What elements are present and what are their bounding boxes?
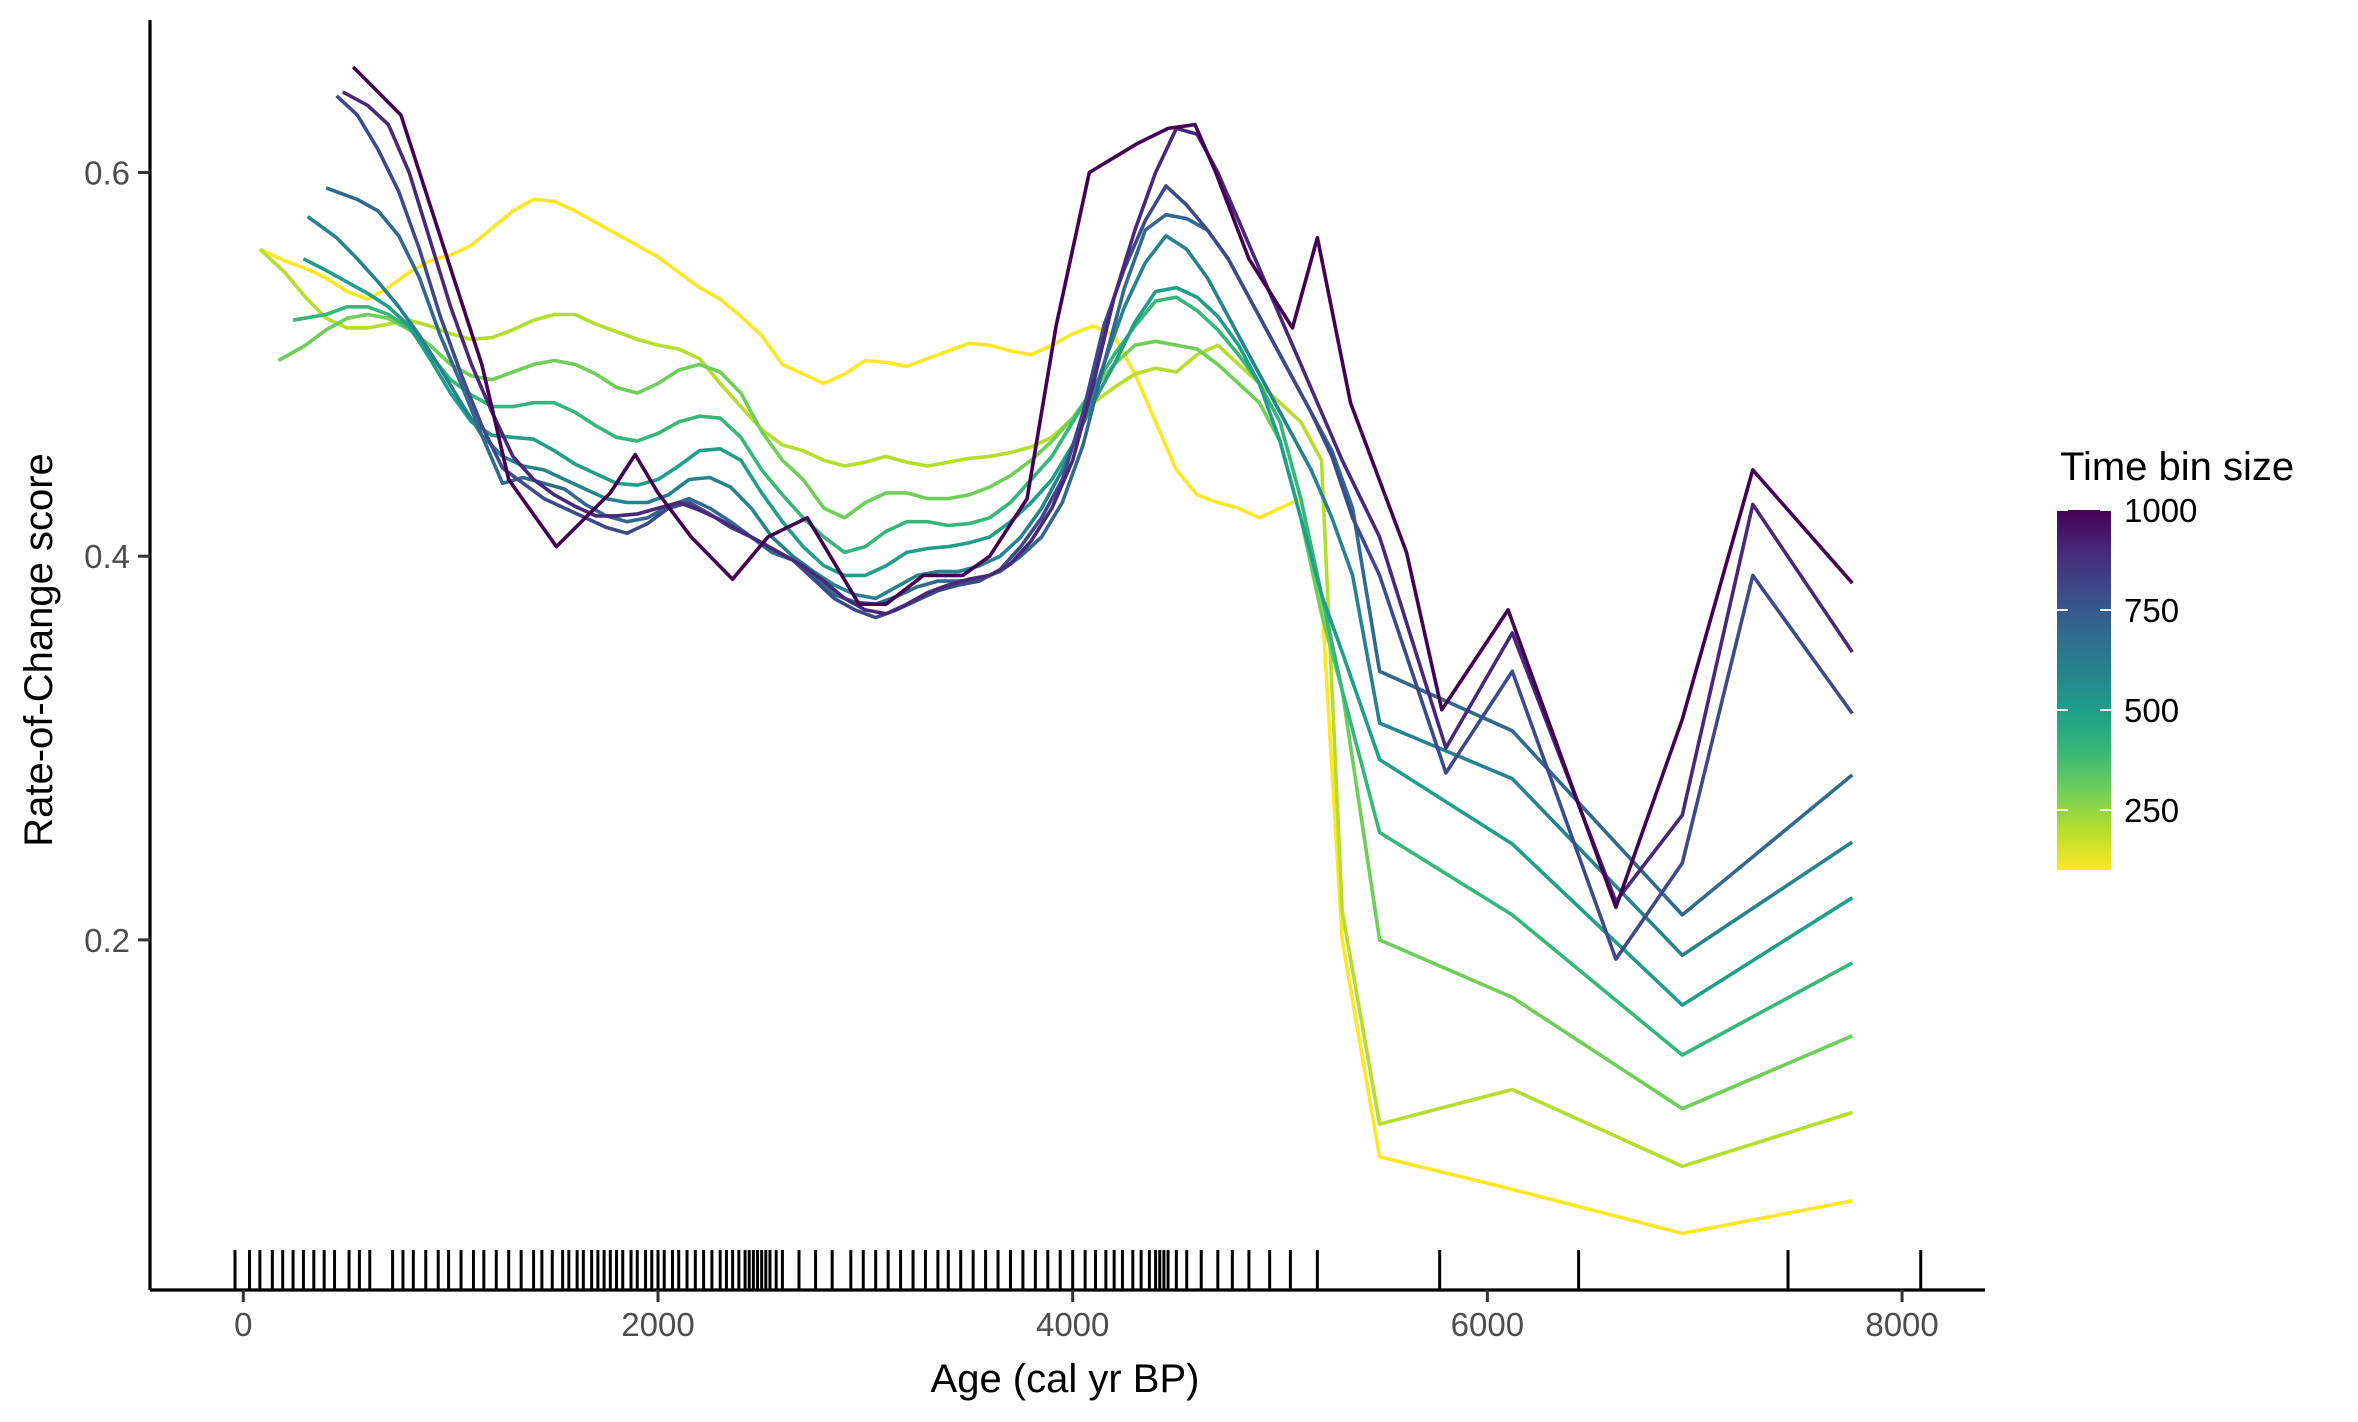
y-axis-title: Rate-of-Change score [17, 453, 61, 847]
x-tick-label: 6000 [1451, 1306, 1524, 1343]
rug-layer [233, 1250, 1923, 1289]
x-axis-title: Age (cal yr BP) [931, 1357, 1200, 1401]
series-line-bin-400 [292, 295, 1854, 1057]
y-tick-label: 0.6 [84, 155, 130, 192]
colorbar-label: 750 [2124, 592, 2179, 629]
colorbar-ticks: 250 500 750 1000 [2057, 492, 2197, 829]
plot-series-layer [258, 65, 1854, 1236]
colorbar-label: 500 [2124, 692, 2179, 729]
y-tick-label: 0.4 [84, 538, 130, 575]
colorbar-label: 1000 [2124, 492, 2197, 529]
legend: Time bin size 250 500 750 1000 [2057, 445, 2294, 870]
x-tick-label: 4000 [1036, 1306, 1109, 1343]
series-line-bin-900 [341, 90, 1854, 904]
series-line-bin-200 [258, 247, 1853, 1169]
colorbar-label: 250 [2124, 792, 2179, 829]
y-tick-label: 0.2 [84, 922, 130, 959]
series-line-bin-800 [335, 94, 1854, 961]
axes-layer: 0 2000 4000 6000 8000 0.2 0.4 0.6 [84, 20, 1985, 1343]
colorbar [2057, 510, 2111, 870]
legend-title: Time bin size [2060, 445, 2294, 489]
x-tick-label: 2000 [621, 1306, 694, 1343]
x-tick-label: 0 [234, 1306, 252, 1343]
x-tick-label: 8000 [1865, 1306, 1938, 1343]
series-line-bin-700 [325, 186, 1854, 917]
series-line-bin-500 [302, 257, 1854, 1007]
series-line-bin-100 [259, 197, 1853, 1236]
series-line-bin-600 [306, 215, 1854, 957]
series-line-bin-1000 [351, 65, 1854, 910]
